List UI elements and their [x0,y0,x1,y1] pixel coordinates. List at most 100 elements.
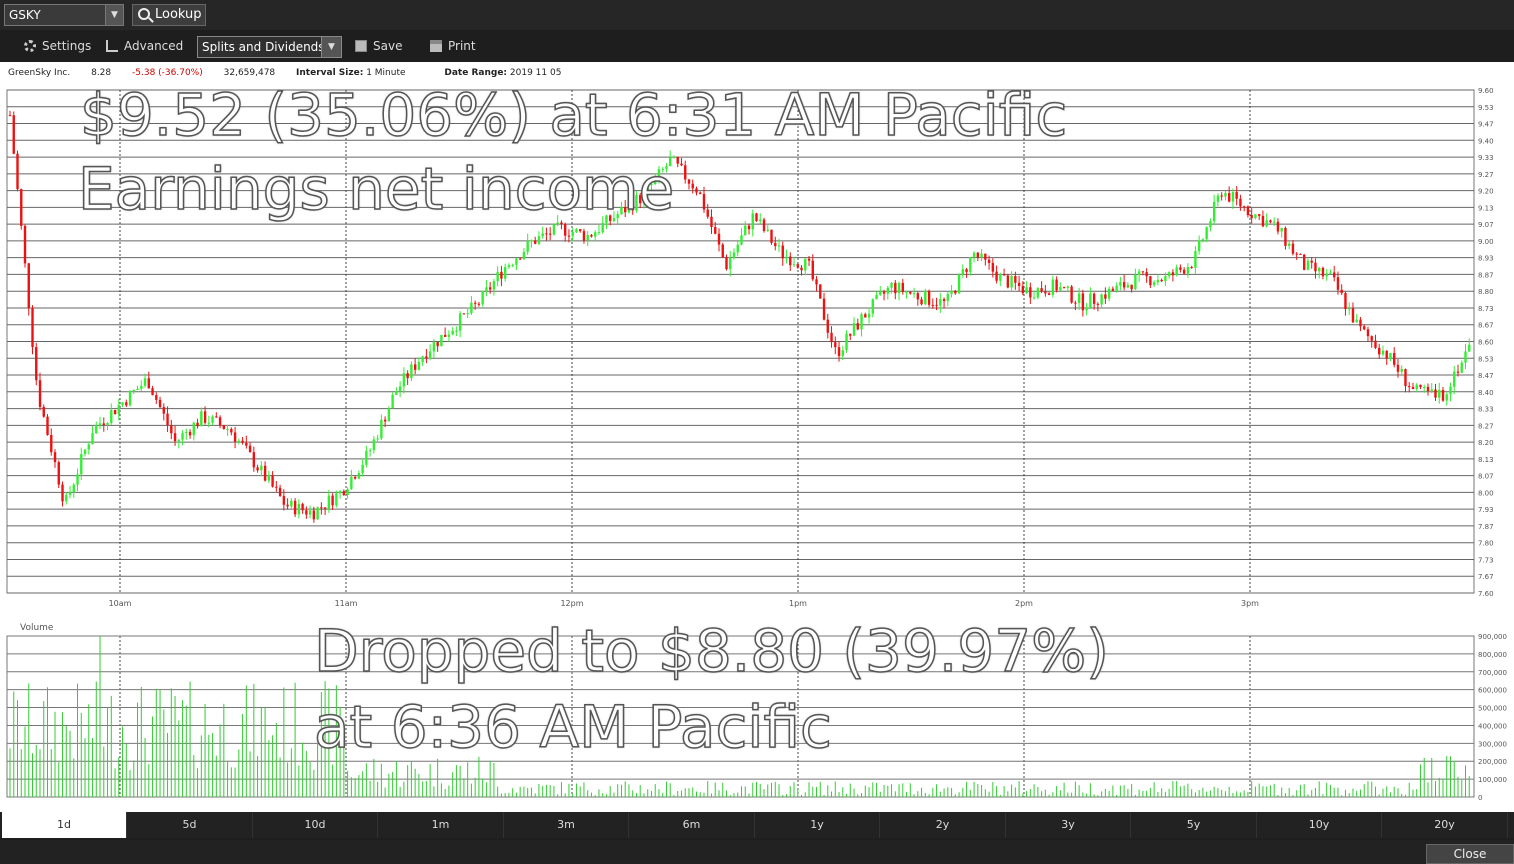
candle-body [473,302,477,304]
candle-body [691,183,694,189]
candle-body [946,293,950,301]
candle-body [841,350,844,357]
candle-body [252,452,256,468]
candle-body [699,192,702,195]
range-tab-20y[interactable]: 20y [1383,812,1508,838]
range-tab-1d[interactable]: 1d [2,812,127,838]
candle-body [578,229,582,232]
volume-tick-label: 200,000 [1478,758,1507,766]
range-tab-1m[interactable]: 1m [379,812,504,838]
candle-body [245,442,248,446]
printer-icon [430,40,442,52]
candle-body [744,225,747,236]
range-tab-5y[interactable]: 5y [1132,812,1257,838]
candle-body [162,407,166,414]
range-tab-10y[interactable]: 10y [1257,812,1382,838]
volume-tick-label: 0 [1478,794,1482,802]
settings-button[interactable]: Settings [24,38,91,54]
search-icon [138,8,150,20]
candle-body [533,240,537,244]
price-tick-label: 8.47 [1478,372,1494,380]
candle-body [1152,282,1156,286]
lookup-button[interactable]: Lookup [132,4,206,26]
candle-body [1381,350,1385,355]
range-tabs: 1d 5d 10d 1m 3m 6m 1y 2y 3y 5y 10y 20y [0,812,1514,838]
candle-body [1333,272,1336,278]
range-tab-3y[interactable]: 3y [1006,812,1131,838]
candle-body [1246,206,1250,216]
range-tab-3m[interactable]: 3m [504,812,629,838]
candle-body [924,290,927,305]
candle-body [586,234,589,241]
interval-label: Interval Size: [296,68,364,78]
candle-body [1032,297,1036,299]
candle-body [1171,272,1175,276]
candle-body [1441,389,1445,401]
candle-body [320,507,323,509]
candle-body [31,308,34,348]
annotation-line-3: Dropped to $8.80 (39.97%) [313,617,1109,685]
advanced-button[interactable]: Advanced [106,38,183,54]
time-tick-label: 12pm [560,599,583,608]
candle-body [1160,279,1163,282]
candle-body [1209,221,1212,228]
candle-body [417,362,421,370]
candle-body [897,282,901,294]
candle-body [207,422,211,424]
range-tab-10d[interactable]: 10d [253,812,378,838]
candle-body [1426,386,1430,392]
candle-body [800,267,803,271]
candle-body [27,263,30,309]
candle-body [1321,267,1325,277]
candle-body [1066,286,1070,288]
candle-body [935,304,938,306]
candle-body [729,257,732,270]
candle-body [1182,269,1186,274]
chevron-down-icon[interactable]: ▼ [321,37,341,57]
range-tab-5d[interactable]: 5d [128,812,253,838]
candle-body [774,242,777,247]
candle-body [905,291,908,293]
symbol-input[interactable]: GSKY ▼ [4,4,124,26]
range-tab-1y[interactable]: 1y [755,812,880,838]
candle-body [1306,260,1310,270]
candle-body [1430,389,1433,392]
candle-body [1107,288,1111,299]
candle-body [984,253,987,260]
candle-body [1396,364,1400,372]
candle-body [1239,198,1242,207]
candle-body [1434,389,1437,398]
candle-body [1062,287,1066,289]
candle-body [976,252,980,258]
chevron-down-icon[interactable]: ▼ [105,5,123,25]
candle-body [676,156,679,164]
candle-body [721,244,724,258]
save-button[interactable]: Save [355,38,402,54]
range-tab-2y[interactable]: 2y [881,812,1006,838]
candle-body [1130,284,1133,290]
events-select[interactable]: Splits and Dividends ▼ [197,36,342,58]
close-button[interactable]: Close [1426,844,1514,864]
candle-body [1036,288,1040,298]
candle-body [597,232,601,234]
candle-body [702,194,706,210]
price-tick-label: 8.33 [1478,406,1494,414]
candle-body [1325,273,1328,277]
candle-body [1134,274,1137,290]
candle-body [151,388,154,396]
candle-body [725,257,728,270]
candle-body [432,342,436,352]
time-tick-label: 1pm [789,599,807,608]
candle-body [503,267,507,279]
candle-body [1149,276,1152,286]
price-tick-label: 9.40 [1478,137,1494,145]
candle-body [1254,214,1257,219]
print-button[interactable]: Print [430,38,476,54]
range-tab-6m[interactable]: 6m [630,812,755,838]
candle-body [1074,302,1077,304]
candle-body [65,494,68,502]
candle-body [440,334,443,347]
save-label: Save [373,39,403,53]
candle-body [470,302,473,314]
